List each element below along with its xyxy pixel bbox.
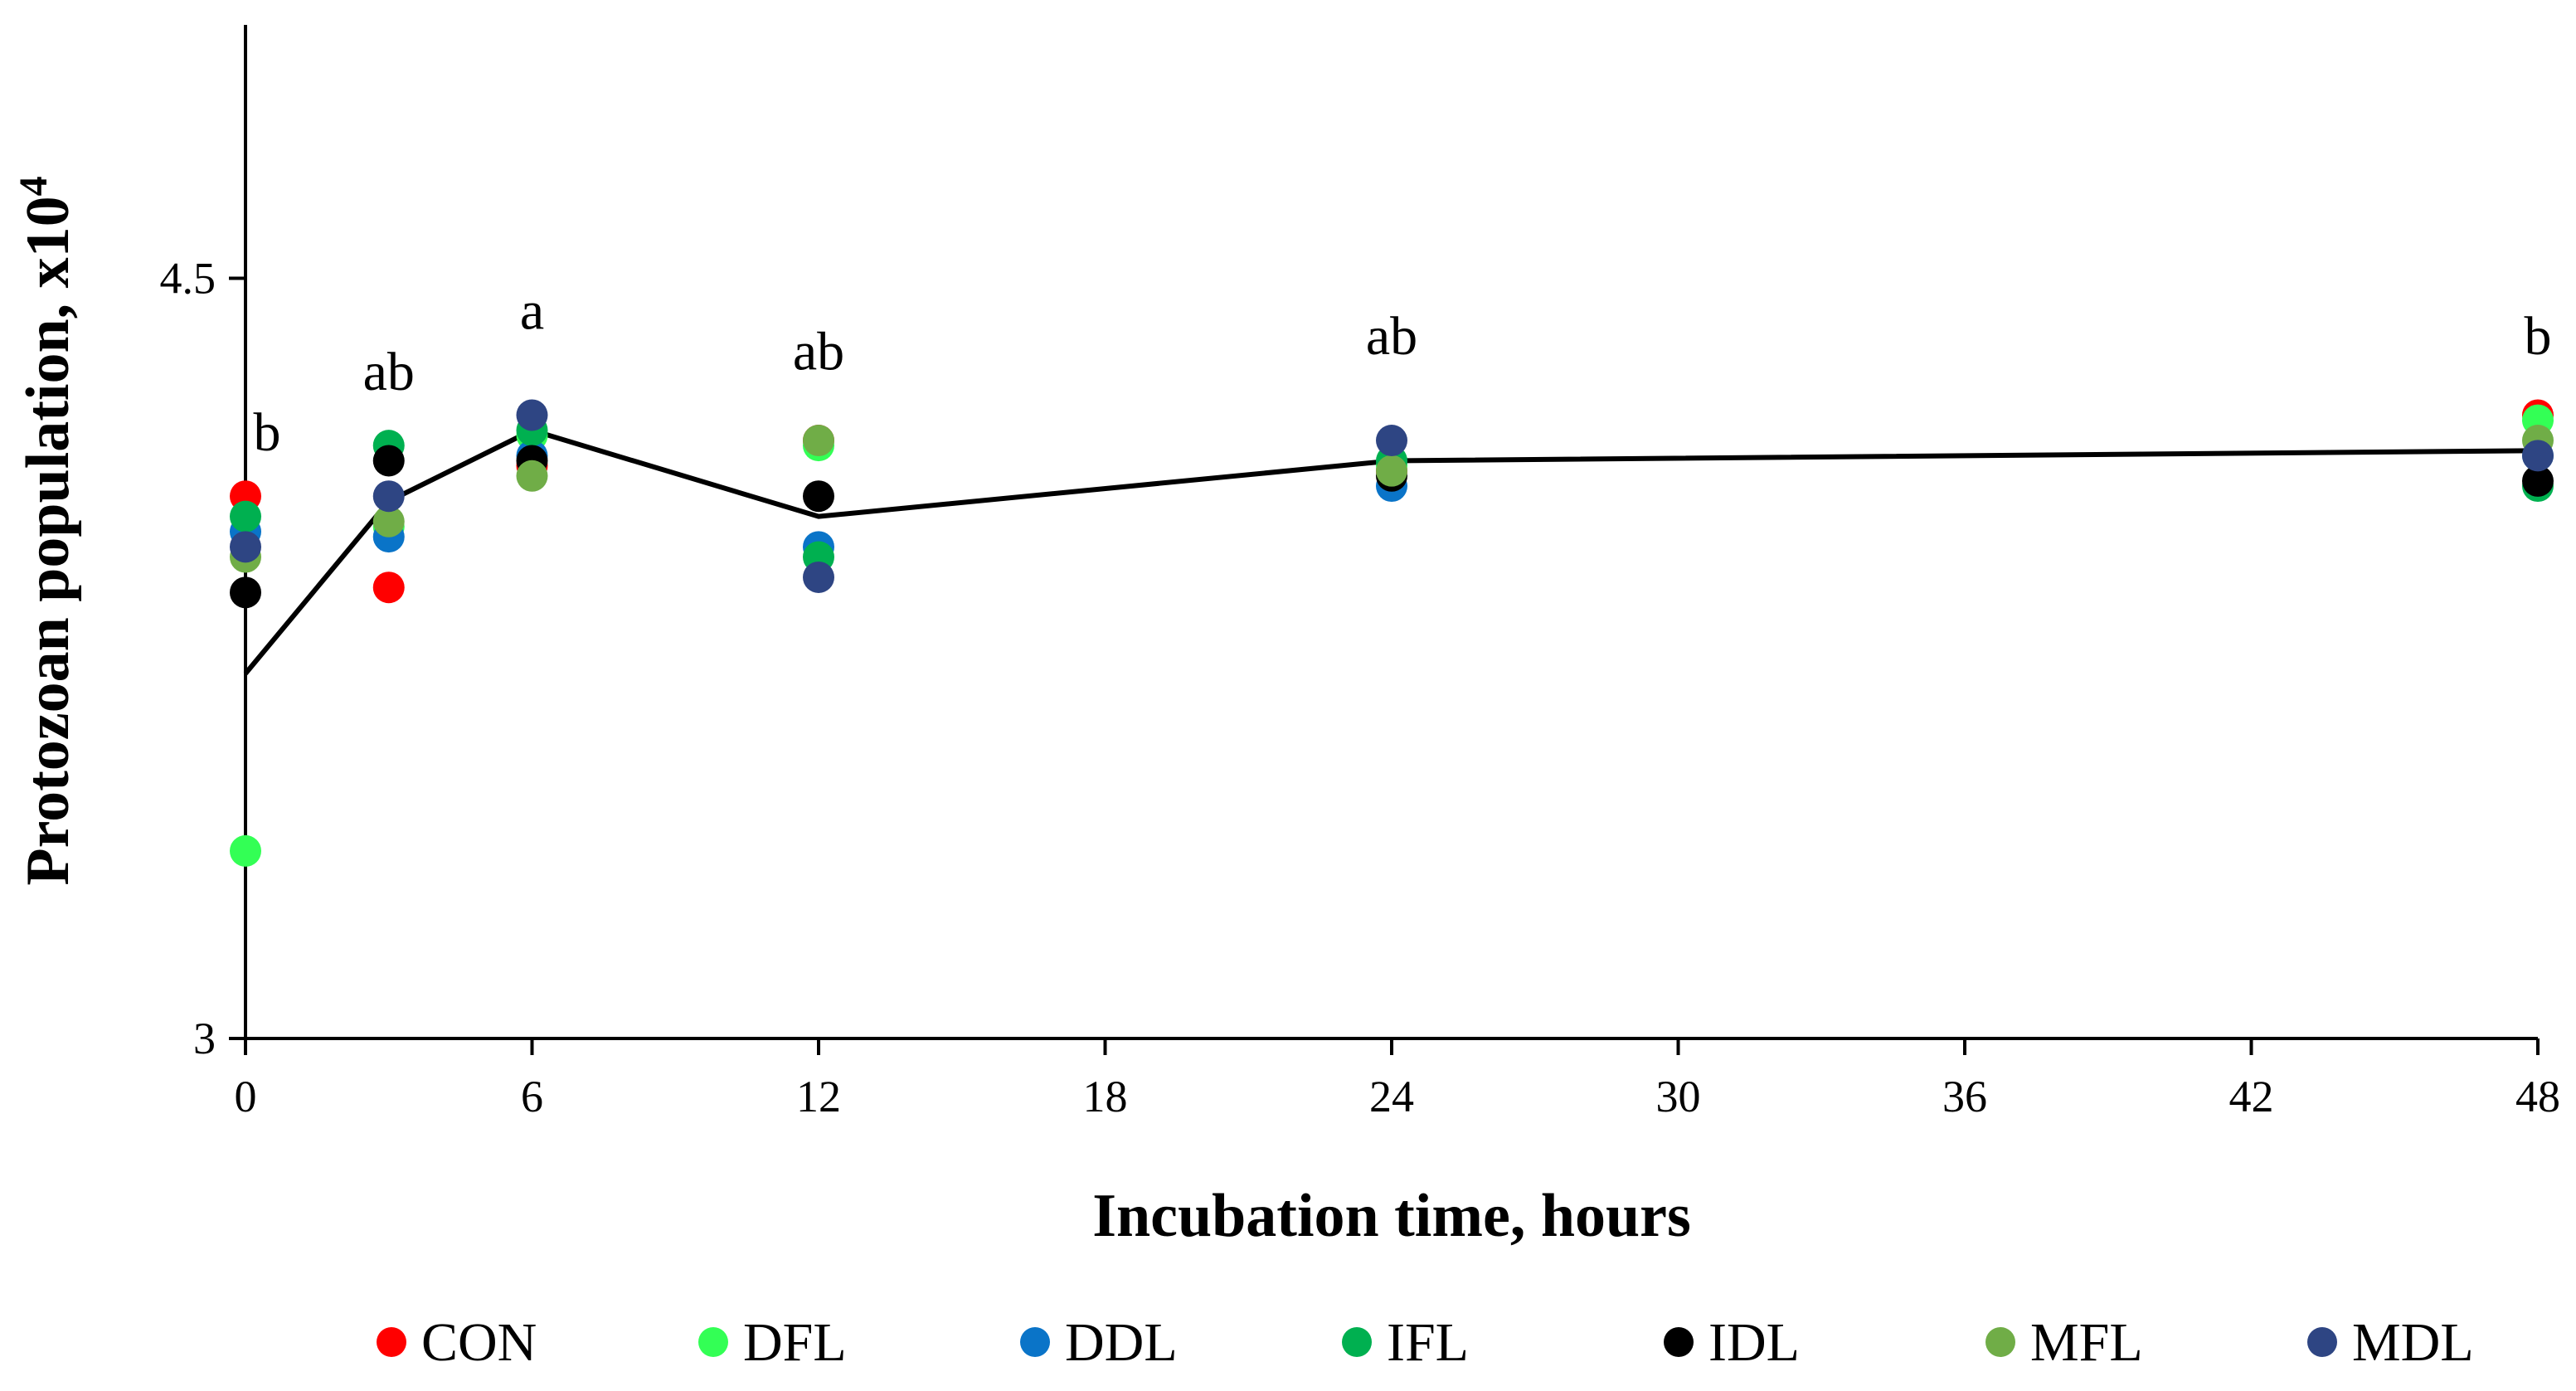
data-points-group: [230, 399, 2554, 867]
data-point-mdl: [1376, 425, 1407, 457]
legend: CON DFL DDL IFL IDL MFL MDL: [377, 1312, 2474, 1373]
data-point-con: [372, 571, 405, 604]
significance-label: a: [520, 281, 544, 342]
x-tick-label: 42: [2229, 1072, 2274, 1121]
data-point-idl: [372, 445, 405, 477]
legend-marker-mdl: [2307, 1327, 2337, 1357]
legend-label-con: CON: [421, 1312, 537, 1373]
legend-marker-ifl: [1342, 1327, 1372, 1357]
x-tick-label: 30: [1656, 1072, 1701, 1121]
data-point-mdl: [230, 531, 261, 563]
data-point-mfl: [1376, 455, 1407, 487]
y-tick-label: 3: [193, 1014, 216, 1063]
data-point-mfl: [516, 460, 548, 492]
significance-label: ab: [793, 321, 844, 382]
x-tick-label: 0: [235, 1072, 257, 1121]
data-point-idl: [230, 576, 261, 609]
data-point-mdl: [372, 480, 405, 513]
data-point-mdl: [2522, 440, 2554, 472]
legend-label-dfl: DFL: [743, 1312, 847, 1373]
legend-label-ifl: IFL: [1387, 1312, 1469, 1373]
data-point-mfl: [372, 505, 405, 537]
x-tick-label: 12: [796, 1072, 841, 1121]
significance-label: ab: [1366, 306, 1417, 367]
legend-marker-mfl: [1985, 1327, 2015, 1357]
x-tick-label: 6: [521, 1072, 543, 1121]
x-axis-ticks: 0 6 12 18 24 30 36 42 48: [235, 1038, 2560, 1121]
x-axis-title: Incubation time, hours: [1092, 1182, 1691, 1250]
data-point-dfl: [230, 834, 261, 867]
legend-marker-con: [377, 1327, 406, 1357]
data-point-idl: [803, 480, 834, 513]
x-tick-label: 24: [1369, 1072, 1414, 1121]
y-axis-title: Protozoan population, x104: [12, 176, 82, 885]
significance-labels-group: b ab a ab ab b: [254, 281, 2552, 464]
x-tick-label: 48: [2515, 1072, 2560, 1121]
y-axis-ticks: 34.5: [160, 254, 245, 1063]
legend-marker-idl: [1664, 1327, 1694, 1357]
legend-label-ddl: DDL: [1065, 1312, 1178, 1373]
data-point-ifl: [230, 500, 261, 533]
legend-marker-dfl: [698, 1327, 728, 1357]
x-tick-label: 36: [1942, 1072, 1987, 1121]
axes-group: [244, 25, 2538, 1040]
y-axis-title-superscript: 4: [12, 176, 56, 196]
legend-label-mdl: MDL: [2352, 1312, 2474, 1373]
legend-marker-ddl: [1020, 1327, 1050, 1357]
x-tick-label: 18: [1083, 1072, 1128, 1121]
mean-line-group: [243, 427, 2539, 675]
data-point-idl: [2522, 464, 2554, 497]
legend-label-mfl: MFL: [2030, 1312, 2143, 1373]
data-point-mdl: [803, 561, 834, 593]
significance-label: b: [2525, 306, 2552, 367]
data-point-mfl: [803, 425, 834, 457]
y-axis-title-main: Protozoan population, x10: [14, 196, 82, 885]
legend-label-idl: IDL: [1708, 1312, 1800, 1373]
y-tick-label: 4.5: [160, 254, 216, 304]
mean-trend-line: [243, 427, 2539, 675]
significance-label: ab: [363, 342, 415, 402]
data-point-mdl: [516, 399, 548, 431]
significance-label: b: [254, 402, 281, 463]
